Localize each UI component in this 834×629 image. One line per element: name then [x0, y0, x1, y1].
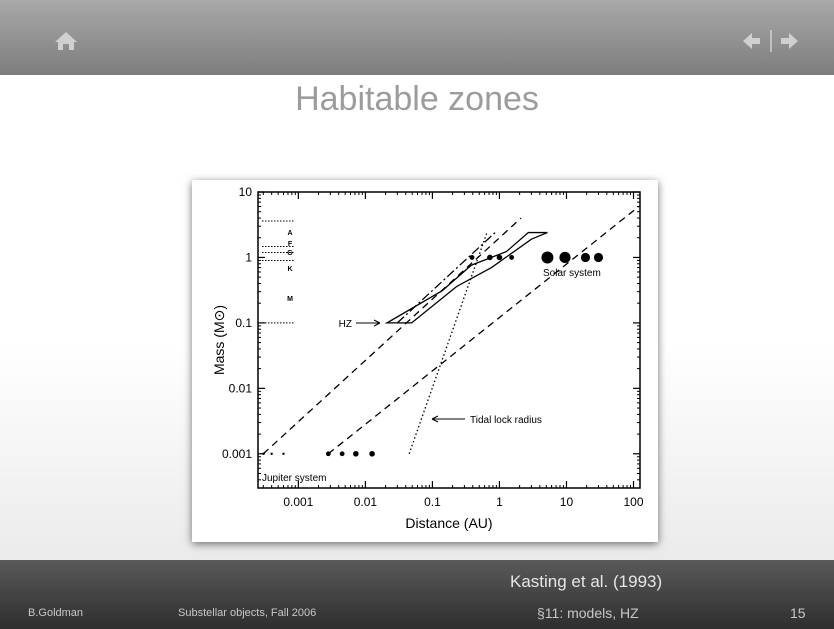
series-line: [384, 231, 548, 324]
citation: Kasting et al. (1993): [510, 572, 663, 591]
planet-point: [509, 255, 515, 260]
series-line: [408, 231, 488, 454]
x-tick-label: 0.1: [424, 495, 441, 509]
planet-point: [580, 252, 591, 263]
home-button[interactable]: [55, 32, 77, 50]
annotation: A: [287, 230, 292, 237]
annotation: K: [287, 266, 292, 273]
planet-point: [496, 254, 503, 261]
next-button[interactable]: [781, 33, 798, 49]
y-tick-label: 1: [245, 250, 252, 264]
x-axis-label: Distance (AU): [405, 515, 492, 531]
annotation: HZ: [339, 319, 352, 330]
annotation: Solar system: [543, 268, 601, 279]
y-tick-label: 0.001: [222, 447, 252, 461]
annotation: Tidal lock radius: [470, 415, 542, 426]
series-line: [327, 206, 640, 455]
planet-point: [469, 255, 475, 260]
y-axis-label: Mass (M⊙): [211, 305, 227, 375]
nav-icons: [55, 30, 798, 52]
planet-point: [593, 252, 604, 263]
planet-point: [262, 452, 265, 455]
planet-point: [282, 452, 285, 455]
planet-point: [369, 450, 375, 457]
x-tick-label: 10: [560, 495, 574, 509]
x-tick-label: 1: [496, 495, 503, 509]
planet-point: [541, 251, 554, 264]
planet-point: [487, 254, 493, 261]
y-tick-label: 10: [239, 185, 253, 199]
slide-title: Habitable zones: [295, 80, 539, 118]
annotation: F: [288, 241, 293, 248]
annotation: M: [287, 296, 293, 303]
planet-point: [559, 251, 571, 264]
chart: 0.001 0.01 0.1 1 10 100 10 1 0.1 0.01 0.001 Distanc…: [211, 185, 644, 531]
figure: 0.001 0.01 0.1 1 10 100 10 1 0.1 0.01 0.001 Distanc…: [192, 180, 658, 542]
series-line: [396, 230, 497, 324]
arrow-head: [373, 319, 381, 327]
arrow-head: [431, 415, 439, 423]
y-tick-label: 0.1: [235, 316, 252, 330]
annotation: G: [287, 250, 293, 257]
planet-point: [270, 452, 273, 455]
planet-point: [325, 451, 331, 457]
x-tick-label: 0.001: [283, 495, 313, 509]
annotation: Jupiter system: [262, 473, 326, 484]
planet-point: [339, 451, 345, 457]
x-tick-label: 100: [623, 495, 643, 509]
top-bar: [0, 0, 834, 75]
section: §11: models, HZ: [537, 605, 639, 621]
planet-point: [353, 450, 359, 457]
page-number: 15: [790, 605, 806, 621]
bottom-bar: Kasting et al. (1993) B.Goldman Substell…: [0, 560, 834, 629]
x-tick-label: 0.01: [354, 495, 378, 509]
author: B.Goldman: [28, 607, 84, 619]
y-tick-label: 0.01: [229, 381, 253, 395]
course: Substellar objects, Fall 2006: [178, 607, 317, 619]
plot-frame: [257, 191, 641, 489]
prev-button[interactable]: [743, 33, 760, 49]
